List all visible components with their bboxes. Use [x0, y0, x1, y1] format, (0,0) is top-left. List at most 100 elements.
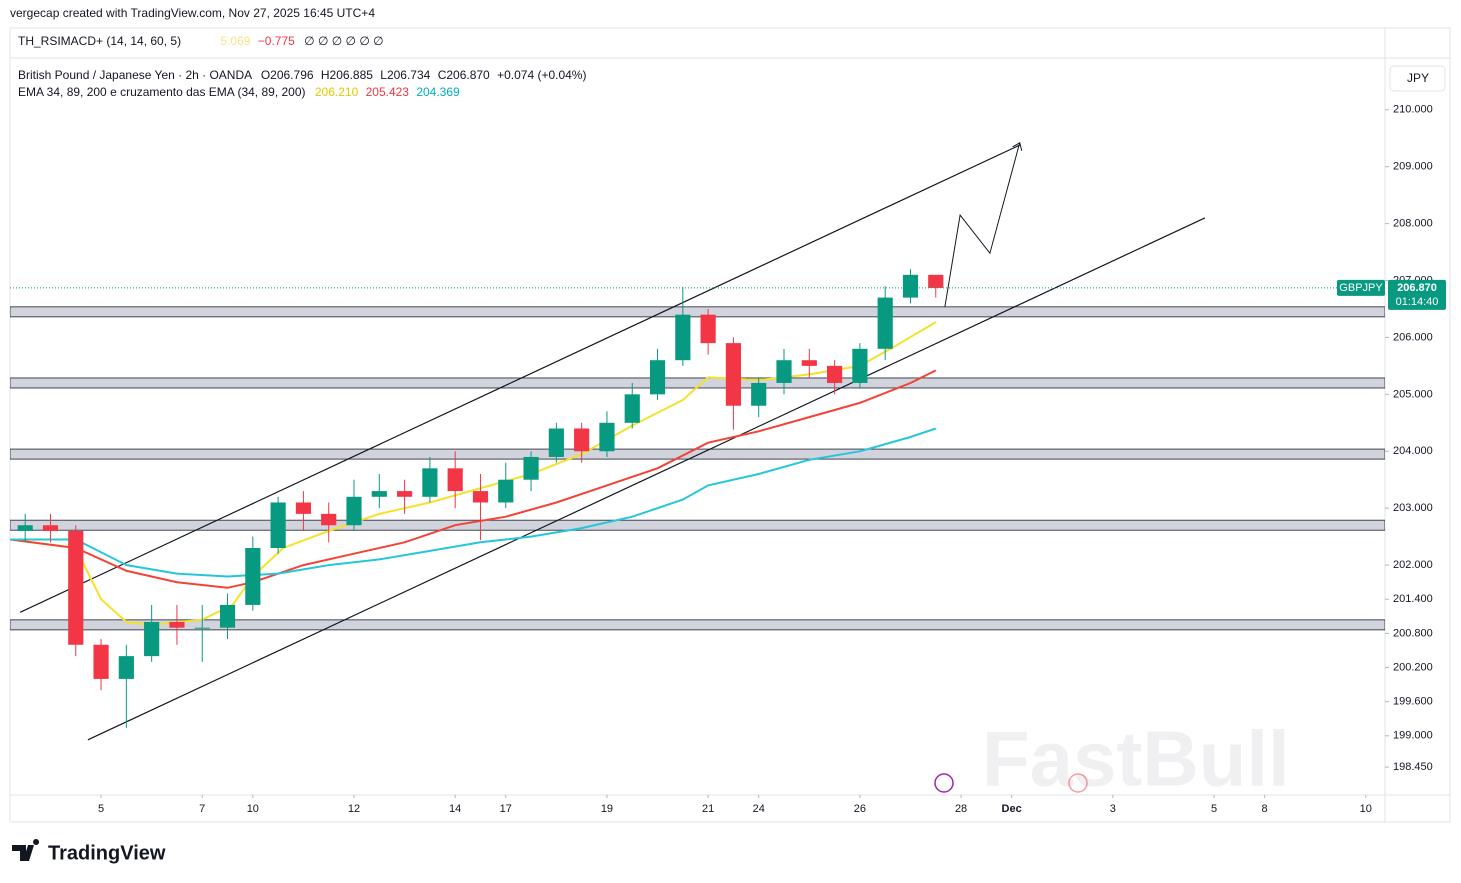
candle-body: [548, 428, 564, 457]
plot-area: [10, 142, 1385, 741]
y-tick-label: 200.200: [1393, 661, 1433, 673]
y-tick-label: 208.000: [1393, 218, 1433, 230]
x-tick-label: 5: [98, 803, 104, 815]
candle-body: [928, 274, 944, 288]
ohlc-close: C206.870: [438, 68, 490, 82]
watermark: FastBull: [982, 715, 1290, 803]
y-tick-label: 202.000: [1393, 559, 1433, 571]
indicator-value: 5.069: [220, 34, 250, 48]
x-tick-label: 14: [449, 803, 461, 815]
x-tick-label: Dec: [1002, 803, 1022, 815]
candle-body: [93, 644, 109, 679]
countdown: 01:14:40: [1396, 296, 1439, 308]
candle-body: [599, 422, 615, 452]
candle-body: [447, 468, 463, 492]
candle-body: [877, 297, 893, 349]
candle-body: [751, 382, 767, 406]
ema-name: EMA 34, 89, 200 e cruzamento das EMA (34…: [18, 85, 306, 99]
ema-value: 206.210: [315, 85, 359, 99]
candle-body: [42, 525, 59, 531]
level-zone: [10, 306, 1385, 318]
projection-arrowhead: [1012, 142, 1023, 151]
candle-body: [523, 456, 539, 480]
y-tick-label: 204.000: [1393, 445, 1433, 457]
x-tick-label: 21: [702, 803, 714, 815]
x-tick-label: 12: [348, 803, 360, 815]
candle-body: [827, 365, 843, 383]
y-tick-label: 200.800: [1393, 627, 1433, 639]
candle-body: [270, 502, 286, 549]
candle-body: [219, 604, 236, 628]
price-tag-label: 206.870: [1397, 282, 1437, 294]
level-zone: [10, 448, 1385, 460]
x-tick-label: 3: [1110, 803, 1116, 815]
currency-button[interactable]: [1389, 65, 1446, 92]
candle-body: [498, 479, 514, 503]
candle-body: [295, 502, 312, 514]
credit: vergecap created with TradingView.com, N…: [10, 6, 375, 20]
candle-body: [422, 468, 438, 497]
indicator-value: −0.775: [258, 34, 295, 48]
x-tick-label: 7: [199, 803, 205, 815]
y-tick-label: 209.000: [1393, 161, 1433, 173]
x-tick-label: 19: [601, 803, 613, 815]
symbol-legend: British Pound / Japanese Yen · 2h · OAND…: [18, 68, 586, 82]
event-icon[interactable]: [1068, 773, 1088, 793]
x-tick-label: 17: [500, 803, 512, 815]
y-tick-label: 198.450: [1393, 761, 1433, 773]
candle-body: [169, 621, 185, 628]
currency-label[interactable]: JPY: [1407, 71, 1429, 85]
candle-body: [245, 548, 261, 605]
event-icon[interactable]: [934, 773, 954, 793]
ema-value: 204.369: [416, 85, 460, 99]
y-tick-label: 205.000: [1393, 388, 1433, 400]
level-zone: [10, 619, 1385, 631]
candle-body: [194, 627, 210, 629]
candle-body: [346, 496, 362, 526]
candle-body: [574, 428, 590, 452]
x-tick-label: 10: [1360, 803, 1372, 815]
candle-body: [700, 314, 716, 344]
y-tick-label: 199.000: [1393, 730, 1433, 742]
x-tick-label: 28: [955, 803, 967, 815]
candle-body: [649, 360, 666, 395]
candle-body: [17, 525, 33, 531]
y-tick-label: 201.400: [1393, 593, 1433, 605]
ohlc-high: H206.885: [321, 68, 373, 82]
y-tick-label: 203.000: [1393, 502, 1433, 514]
ema-line: [10, 321, 937, 626]
symbol-tag: [1337, 279, 1385, 296]
candle-body: [624, 394, 640, 423]
symbol-name: British Pound / Japanese Yen · 2h · OAND…: [18, 68, 252, 82]
logo-text: TradingView: [48, 842, 166, 864]
candle-body: [397, 491, 413, 497]
ema-line: [10, 427, 937, 578]
y-tick-label: 210.000: [1393, 104, 1433, 116]
x-tick-label: 10: [247, 803, 259, 815]
candle-body: [725, 343, 742, 406]
projection-path: [944, 142, 1021, 307]
candle-body: [371, 491, 387, 497]
x-tick-label: 26: [854, 803, 866, 815]
symbol-tag-label: GBPJPY: [1339, 282, 1383, 294]
candle-body: [801, 360, 817, 366]
ema-legend: EMA 34, 89, 200 e cruzamento das EMA (34…: [18, 85, 460, 99]
ohlc-open: O206.796: [261, 68, 314, 82]
candle-body: [144, 621, 160, 657]
y-tick-label: 199.600: [1393, 696, 1433, 708]
ohlc-change: +0.074 (+0.04%): [497, 68, 586, 82]
trend-line: [87, 217, 1206, 741]
logo-icon: [12, 839, 40, 861]
trend-line: [19, 144, 1021, 613]
candle-body: [472, 491, 489, 503]
frame: [9, 27, 1451, 823]
y-tick-label: 206.000: [1393, 331, 1433, 343]
x-tick-label: 8: [1262, 803, 1268, 815]
candle-body: [852, 348, 868, 383]
candle-body: [776, 360, 792, 383]
level-zone: [10, 519, 1385, 531]
candle-body: [675, 314, 691, 361]
x-tick-label: 24: [753, 803, 765, 815]
candle-body: [321, 513, 337, 526]
